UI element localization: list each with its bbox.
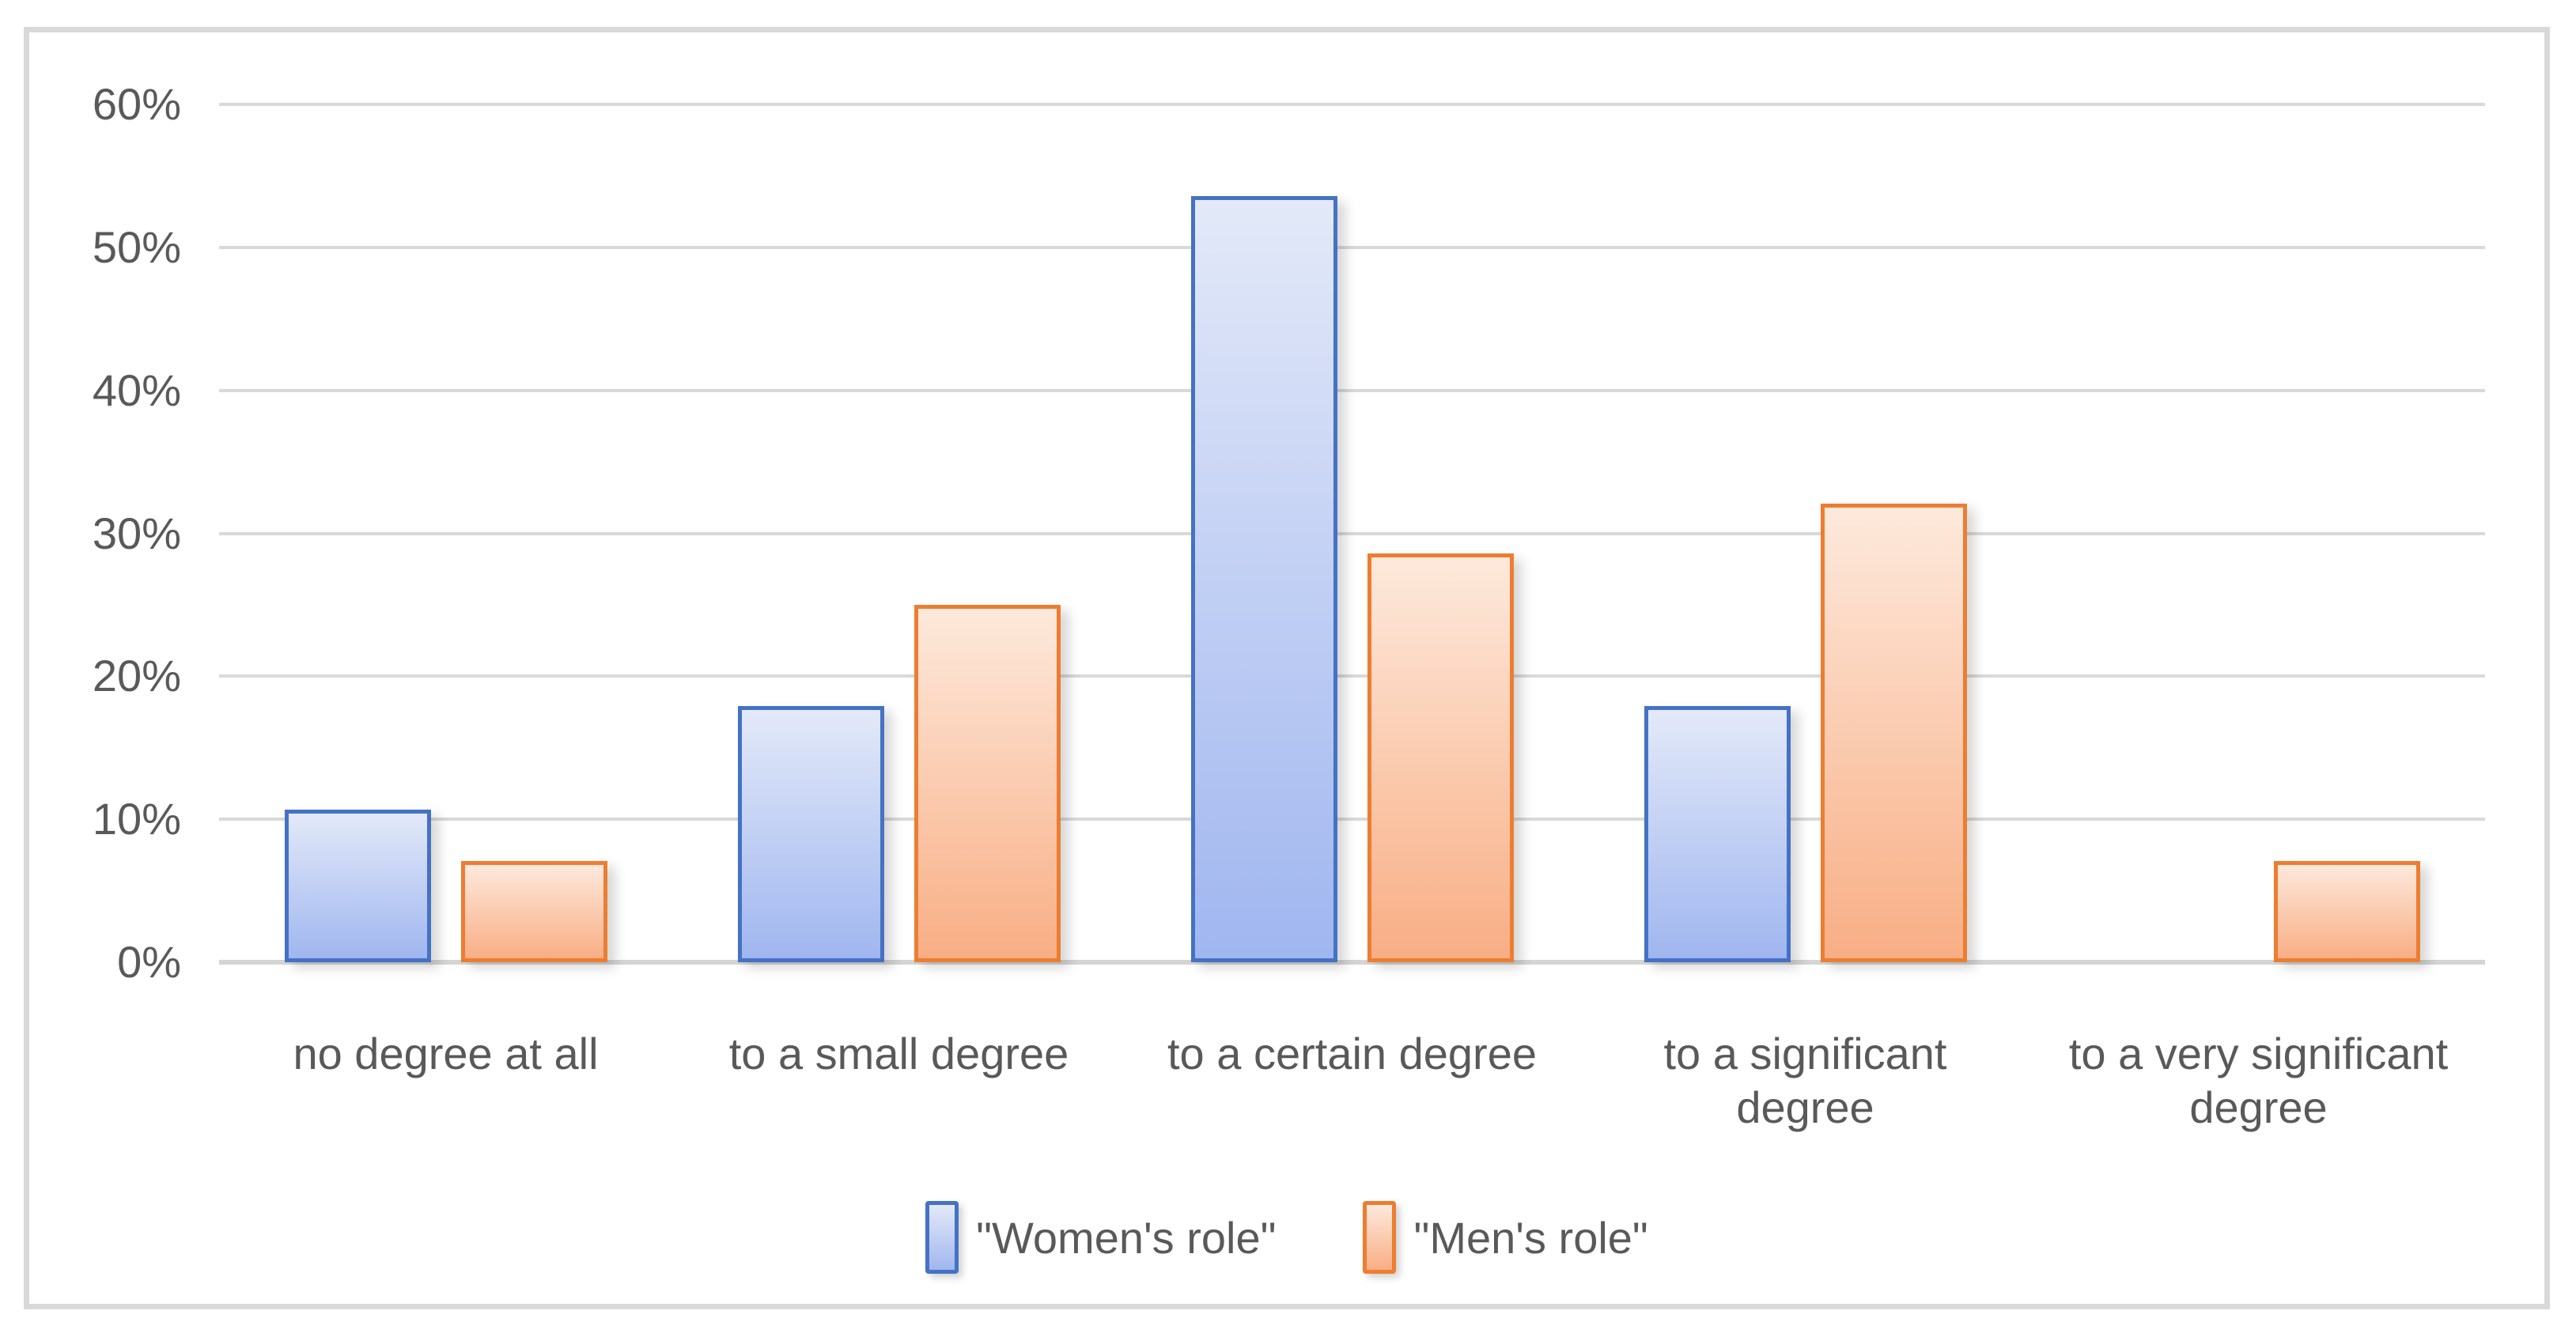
legend-label-0: "Women's role" xyxy=(976,1212,1277,1263)
gridline-50 xyxy=(219,245,2485,249)
x-category-label-1: to a small degree xyxy=(728,1029,1069,1078)
legend-item-0: "Women's role" xyxy=(925,1201,1276,1274)
legend: "Women's role" "Men's role" xyxy=(29,1201,2544,1274)
x-axis-line xyxy=(219,960,2485,965)
bar-series1-cat1 xyxy=(914,605,1061,962)
bar-series1-cat2 xyxy=(1367,553,1514,962)
y-tick-label-20: 20% xyxy=(92,651,181,701)
bar-series1-cat3 xyxy=(1820,504,1967,962)
chart-frame: 0% 10% 20% 30% 40% 50% 60% no degree at all to … xyxy=(24,27,2550,1309)
bar-series0-cat1 xyxy=(737,706,884,962)
legend-label-1: "Men's role" xyxy=(1413,1212,1648,1263)
y-tick-label-0: 0% xyxy=(117,937,181,987)
gridline-10 xyxy=(219,818,2485,821)
y-tick-label-50: 50% xyxy=(92,221,181,272)
legend-swatch-icon xyxy=(925,1201,959,1274)
y-tick-label-30: 30% xyxy=(92,508,181,558)
x-category-label-0: no degree at all xyxy=(293,1029,599,1078)
bar-series1-cat4 xyxy=(2273,861,2420,962)
y-tick-label-60: 60% xyxy=(92,79,181,129)
x-category-label-4: to a very significant degree xyxy=(2068,1029,2449,1132)
legend-swatch-icon xyxy=(1363,1201,1397,1274)
bar-series0-cat0 xyxy=(284,810,431,962)
y-tick-label-40: 40% xyxy=(92,364,181,415)
gridline-60 xyxy=(219,103,2485,106)
x-category-label-2: to a certain degree xyxy=(1167,1029,1537,1078)
legend-item-1: "Men's role" xyxy=(1363,1201,1648,1274)
y-tick-label-10: 10% xyxy=(92,794,181,844)
gridline-30 xyxy=(219,531,2485,535)
bar-series0-cat2 xyxy=(1190,196,1337,962)
gridline-40 xyxy=(219,388,2485,392)
x-category-label-3: to a significant degree xyxy=(1663,1029,1947,1132)
bar-series0-cat3 xyxy=(1644,706,1791,962)
bar-series1-cat0 xyxy=(460,861,607,962)
gridline-20 xyxy=(219,674,2485,678)
